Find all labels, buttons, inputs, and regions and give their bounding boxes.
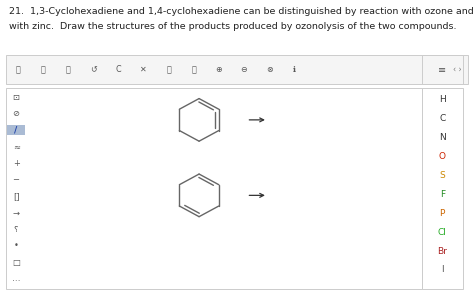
Text: ⊖: ⊖ [241,65,247,74]
Text: •: • [14,241,18,250]
Text: +: + [13,159,19,168]
Bar [422,55,463,84]
Bar [6,88,422,289]
Text: ⬜: ⬜ [41,65,46,74]
Text: []: [] [13,192,19,201]
Text: ⬜: ⬜ [191,65,196,74]
Text: ⊗: ⊗ [266,65,273,74]
Text: ⊡: ⊡ [13,93,19,102]
Text: ‹ ›: ‹ › [453,65,462,74]
Text: …: … [12,274,20,283]
Text: ⬜: ⬜ [66,65,71,74]
Bar [7,125,25,136]
Text: F: F [440,190,445,199]
Text: with zinc.  Draw the structures of the products produced by ozonolysis of the tw: with zinc. Draw the structures of the pr… [9,22,456,31]
Text: H: H [439,95,446,104]
Text: ≡: ≡ [438,65,447,75]
Text: /: / [15,126,18,135]
Text: ✕: ✕ [140,65,147,74]
Text: ؟: ؟ [14,225,18,234]
Text: ⬜: ⬜ [166,65,171,74]
Text: S: S [439,171,445,180]
Text: C: C [439,114,446,123]
Text: ⊘: ⊘ [13,109,19,118]
Text: I: I [441,266,444,274]
Text: ⬜: ⬜ [16,65,20,74]
Text: N: N [439,133,446,142]
Text: ↺: ↺ [90,65,97,74]
Bar [422,88,463,289]
Text: Cl: Cl [438,228,447,237]
Text: ⊕: ⊕ [216,65,222,74]
Text: −: − [13,175,19,184]
Bar [6,55,468,84]
Text: →: → [13,208,19,217]
Text: ≈: ≈ [13,142,19,151]
Text: Br: Br [438,247,447,255]
Text: P: P [439,209,445,218]
Text: O: O [439,152,446,161]
Text: C: C [116,65,121,74]
Text: □: □ [12,258,20,267]
Text: ℹ: ℹ [293,65,296,74]
Text: 21.  1,3-Cyclohexadiene and 1,4-cyclohexadiene can be distinguished by reaction : 21. 1,3-Cyclohexadiene and 1,4-cyclohexa… [9,7,474,16]
